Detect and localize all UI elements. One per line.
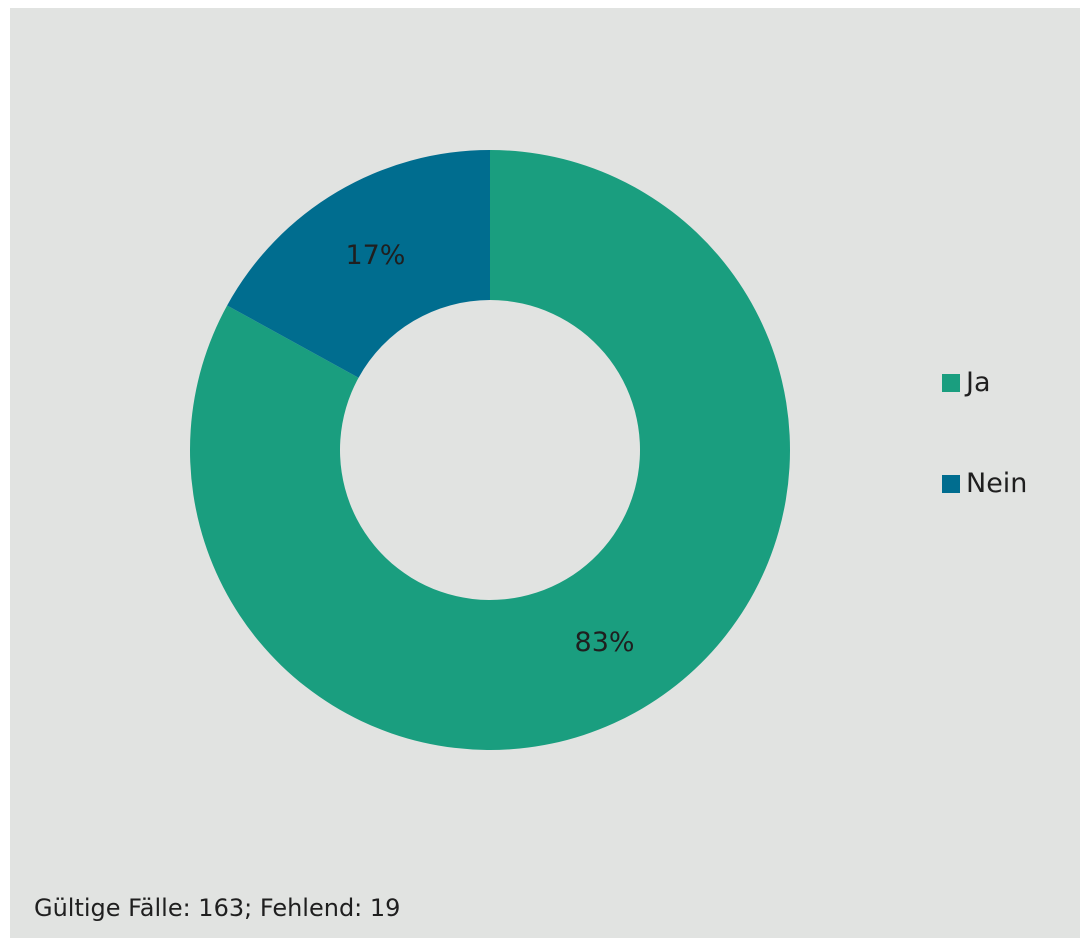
donut-chart: 83% 17% bbox=[190, 150, 791, 751]
legend-label-nein: Nein bbox=[966, 468, 1028, 499]
data-label-ja: 83% bbox=[575, 627, 635, 658]
footnote: Gültige Fälle: 163; Fehlend: 19 bbox=[34, 894, 401, 922]
legend-label-ja: Ja bbox=[966, 367, 991, 398]
legend-item-ja: Ja bbox=[942, 365, 1027, 401]
legend-swatch-ja bbox=[942, 374, 960, 392]
legend: Ja Nein bbox=[942, 365, 1027, 567]
donut-slice-ja bbox=[190, 150, 791, 751]
legend-swatch-nein bbox=[942, 475, 960, 493]
donut-slice-nein bbox=[227, 150, 490, 378]
chart-panel: 83% 17% Ja Nein Gültige Fälle: 163; Fehle… bbox=[10, 8, 1080, 938]
data-label-nein: 17% bbox=[345, 240, 405, 271]
legend-item-nein: Nein bbox=[942, 466, 1027, 502]
